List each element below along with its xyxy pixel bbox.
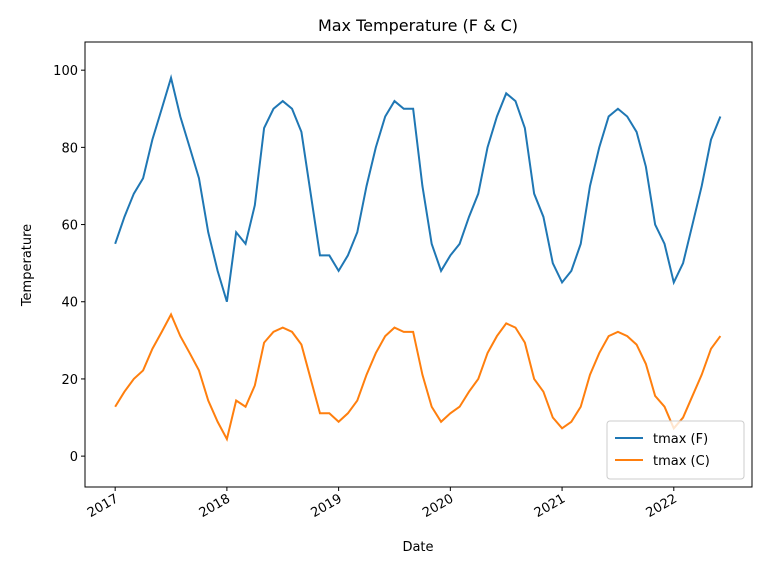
x-tick-label: 2018 [197, 491, 233, 521]
chart-title: Max Temperature (F & C) [318, 16, 518, 35]
legend-label: tmax (C) [653, 454, 710, 469]
x-tick-label: 2022 [644, 491, 680, 521]
y-tick-label: 20 [61, 373, 78, 388]
legend: tmax (F) tmax (C) [606, 420, 745, 480]
y-axis-label: Temperature [20, 224, 35, 307]
line-series [114, 74, 722, 303]
x-tick-label: 2020 [420, 491, 456, 521]
legend-box [606, 420, 745, 480]
y-tick-label: 100 [53, 64, 78, 79]
x-tick-label: 2019 [308, 491, 344, 521]
x-axis-label: Date [402, 540, 433, 555]
y-tick-label: 60 [61, 219, 78, 234]
y-tick-label: 0 [70, 450, 78, 465]
plot-frame [84, 41, 753, 488]
y-tick-label: 40 [61, 296, 78, 311]
legend-label: tmax (F) [653, 432, 708, 447]
line-series [114, 312, 722, 442]
x-tick-label: 2017 [85, 491, 121, 521]
y-tick-label: 80 [61, 141, 78, 156]
x-tick-label: 2021 [532, 491, 568, 521]
